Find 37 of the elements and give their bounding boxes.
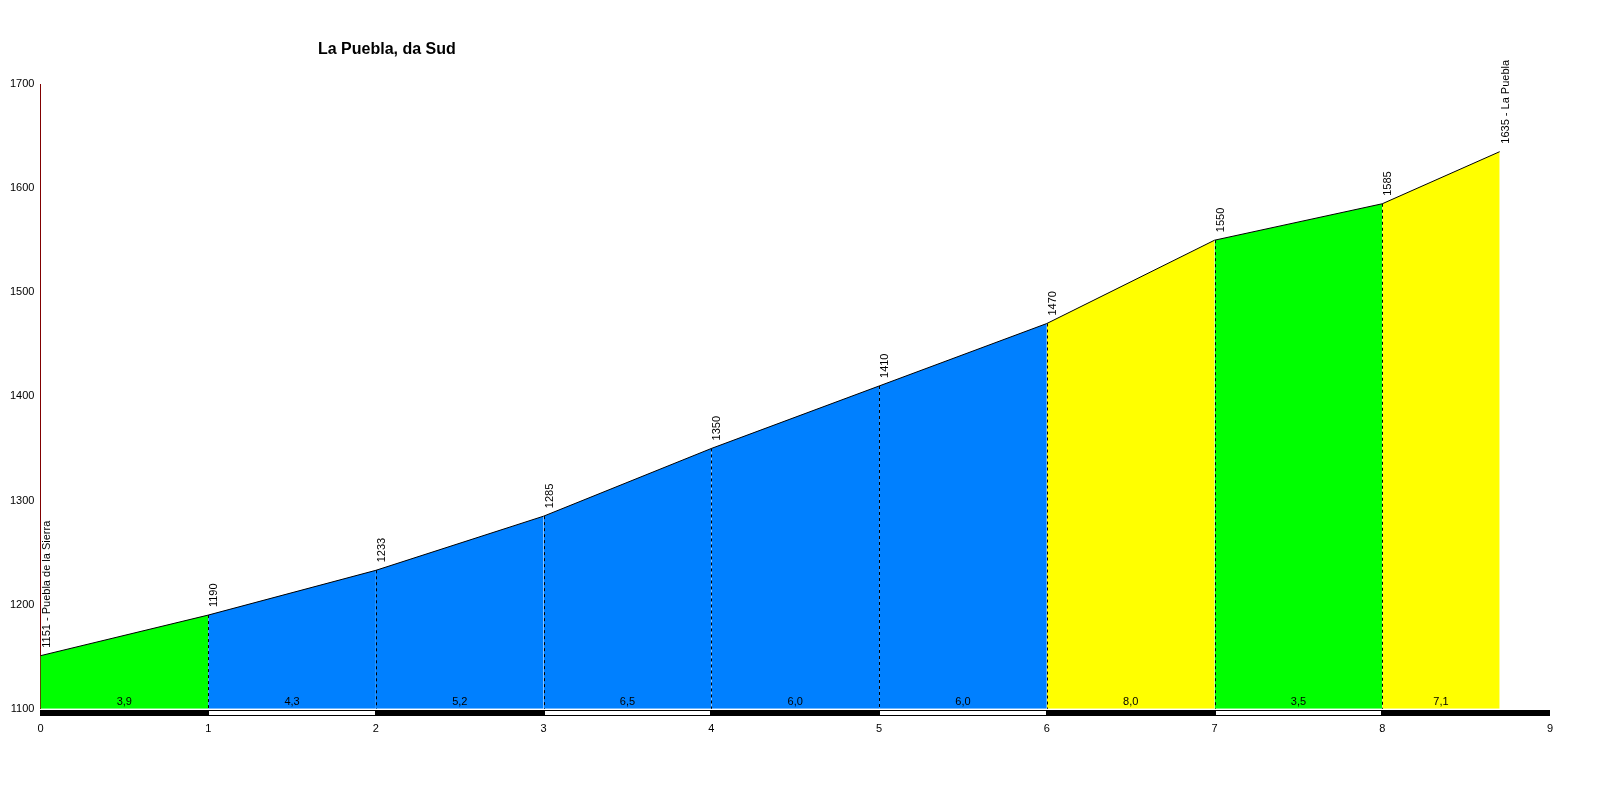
data-label: 1285 bbox=[542, 483, 555, 509]
data-label: 1190 bbox=[207, 583, 220, 608]
annotation: 3,9 bbox=[116, 695, 132, 708]
y-tick-label: 1400 bbox=[9, 389, 35, 402]
data-label: 1151 - Puebla de la Sierra bbox=[39, 519, 52, 648]
x-tick-label: 5 bbox=[876, 722, 883, 735]
y-tick-label: 1600 bbox=[9, 181, 35, 194]
data-label: 1410 bbox=[878, 353, 891, 378]
annotation: 6,0 bbox=[787, 695, 803, 708]
data-label: 1550 bbox=[1213, 207, 1226, 233]
annotation: 6,5 bbox=[619, 695, 636, 708]
data-label: 1233 bbox=[374, 537, 387, 563]
data-label: 1470 bbox=[1045, 291, 1058, 316]
data-label: 1585 bbox=[1381, 171, 1394, 196]
x-tick-label: 4 bbox=[708, 722, 715, 735]
x-tick-label: 0 bbox=[37, 722, 44, 735]
x-tick-label: 3 bbox=[540, 722, 547, 735]
x-tick-label: 6 bbox=[1043, 722, 1050, 735]
y-tick-label: 1700 bbox=[9, 77, 35, 90]
annotation: 6,0 bbox=[955, 695, 971, 708]
y-tick-label: 1500 bbox=[9, 285, 35, 298]
annotation: 4,3 bbox=[284, 695, 300, 708]
y-tick-label: 1200 bbox=[9, 597, 35, 610]
annotation: 7,1 bbox=[1433, 695, 1449, 708]
x-tick-label: 2 bbox=[372, 722, 379, 735]
x-tick-label: 9 bbox=[1546, 722, 1554, 735]
chart-title: La Puebla, da Sud bbox=[318, 40, 456, 58]
x-tick-label: 7 bbox=[1211, 722, 1218, 735]
y-tick-label: 1100 bbox=[10, 701, 35, 714]
annotation: 5,2 bbox=[452, 695, 468, 708]
x-tick-label: 8 bbox=[1379, 722, 1386, 735]
annotation: 8,0 bbox=[1123, 695, 1139, 708]
data-label: 1635 - La Puebla bbox=[1498, 59, 1511, 144]
data-label: 1350 bbox=[710, 415, 723, 441]
annotation: 3,5 bbox=[1290, 695, 1307, 708]
y-tick-label: 1300 bbox=[9, 493, 35, 506]
x-tick-label: 1 bbox=[205, 722, 212, 735]
